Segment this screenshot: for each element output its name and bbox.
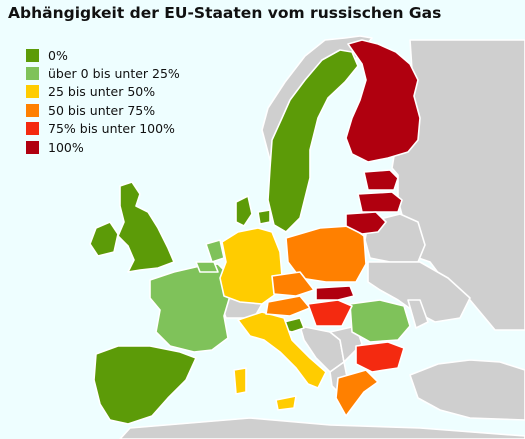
legend-item: 100% <box>26 138 180 156</box>
legend-label: 0% <box>48 47 68 63</box>
north-africa <box>119 417 525 439</box>
belgium <box>195 261 219 273</box>
legend-label: 50 bis unter 75% <box>48 102 156 118</box>
legend-item: 0% <box>26 46 180 64</box>
sweden <box>267 49 359 233</box>
legend-item: 50 bis unter 75% <box>26 101 180 119</box>
finland <box>345 39 421 163</box>
greece <box>335 369 379 417</box>
legend-swatch-4 <box>26 122 39 136</box>
legend-item: 75% bis unter 100% <box>26 120 180 138</box>
turkey <box>409 359 525 421</box>
ireland <box>89 221 119 257</box>
netherlands <box>205 239 225 263</box>
map-title: Abhängigkeit der EU-Staaten vom russisch… <box>8 4 442 22</box>
romania <box>349 299 411 343</box>
poland <box>285 225 367 283</box>
legend-label: 25 bis unter 50% <box>48 84 156 100</box>
legend-label: über 0 bis unter 25% <box>48 66 180 82</box>
slovakia <box>315 285 355 301</box>
legend-swatch-1 <box>26 67 39 81</box>
bulgaria <box>355 341 405 373</box>
legend-swatch-0 <box>26 48 39 62</box>
germany <box>219 227 283 305</box>
uk <box>117 181 175 273</box>
moldova <box>407 299 429 329</box>
lithuania <box>345 211 387 235</box>
austria <box>265 295 311 317</box>
danish-island <box>257 209 271 225</box>
latvia <box>357 191 403 213</box>
ukraine <box>367 261 471 323</box>
sardinia <box>233 367 247 395</box>
italy <box>237 311 327 389</box>
eu-countries <box>89 39 421 425</box>
legend-swatch-2 <box>26 85 39 99</box>
denmark <box>235 195 253 227</box>
sicily <box>275 395 297 411</box>
legend-swatch-5 <box>26 140 39 154</box>
legend: 0% über 0 bis unter 25% 25 bis unter 50%… <box>26 46 180 156</box>
estonia <box>363 169 399 191</box>
legend-item: über 0 bis unter 25% <box>26 64 180 82</box>
legend-swatch-3 <box>26 103 39 117</box>
legend-label: 75% bis unter 100% <box>48 121 175 137</box>
iberia <box>93 345 197 425</box>
legend-label: 100% <box>48 139 84 155</box>
czech <box>271 271 315 297</box>
legend-item: 25 bis unter 50% <box>26 83 180 101</box>
